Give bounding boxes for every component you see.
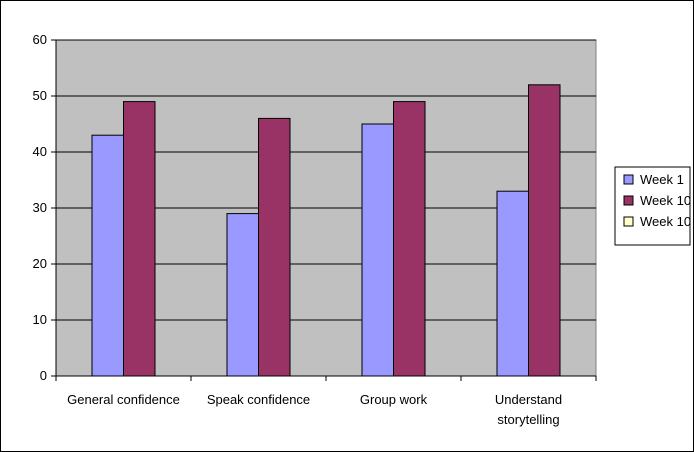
legend-swatch: [623, 195, 634, 206]
legend-swatch: [623, 216, 634, 227]
y-tick-label: 50: [33, 88, 47, 103]
x-axis-labels: General confidence Speak confidence Group …: [67, 392, 562, 427]
bar-1-2: [226, 213, 259, 377]
y-tick-label: 40: [33, 144, 47, 159]
bar-2-4: [528, 84, 561, 377]
x-category-label: General confidence: [67, 392, 180, 407]
legend: Week 1 Week 10 Week 10: [614, 166, 691, 246]
bar-1-3: [361, 123, 394, 377]
bar-2-3: [393, 101, 426, 377]
bar-1-4: [496, 190, 529, 377]
y-tick-label: 20: [33, 256, 47, 271]
x-category-label: Group work: [360, 392, 428, 407]
legend-entry-label: Week 1: [640, 172, 684, 187]
bar-1-1: [91, 134, 124, 377]
y-tick-label: 0: [40, 368, 47, 383]
y-tick-label: 30: [33, 200, 47, 215]
y-tick-label: 60: [33, 32, 47, 47]
legend-entry-label: Week 10: [640, 214, 691, 229]
x-category-label: Speak confidence: [207, 392, 310, 407]
y-axis-ticks: 0 10 20 30 40 50 60: [33, 32, 56, 383]
bar-2-1: [123, 101, 156, 377]
legend-entry-label: Week 10: [640, 193, 691, 208]
bar-2-2: [258, 117, 291, 377]
bars: [91, 84, 561, 377]
x-category-label: Understand storytelling: [495, 392, 562, 427]
legend-swatch: [623, 174, 634, 185]
y-tick-label: 10: [33, 312, 47, 327]
